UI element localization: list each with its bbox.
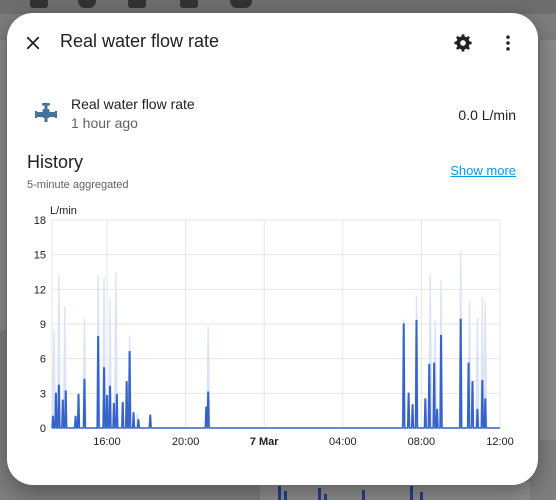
data-point: [52, 415, 54, 418]
data-point: [476, 408, 479, 411]
entity-last-changed: 1 hour ago: [71, 115, 138, 131]
background-card: [540, 40, 556, 480]
data-point: [126, 381, 128, 383]
x-tick-label: 08:00: [408, 436, 436, 448]
y-tick-label: 6: [40, 354, 46, 366]
water-pump-icon: [35, 103, 57, 122]
data-point: [433, 362, 435, 364]
background-icon: [30, 0, 48, 8]
data-point: [83, 378, 86, 381]
data-point: [471, 381, 474, 383]
data-point: [411, 404, 414, 406]
data-point: [122, 401, 124, 404]
mean-series-line: [51, 318, 500, 429]
entity-name: Real water flow rate: [71, 96, 195, 112]
y-tick-label: 3: [40, 388, 46, 400]
data-point: [62, 399, 64, 401]
history-title: History: [27, 152, 84, 172]
data-point: [137, 419, 140, 421]
data-point: [113, 403, 115, 405]
background-icon: [128, 0, 146, 8]
background-chart: [260, 482, 530, 500]
data-point: [103, 367, 105, 369]
more-vertical-icon: [506, 35, 510, 51]
max-band-spike: [483, 300, 488, 428]
settings-button[interactable]: [449, 29, 477, 57]
data-point: [149, 414, 151, 416]
entity-state: 0.0 L/min: [458, 107, 516, 123]
data-point: [408, 392, 410, 394]
close-button[interactable]: [19, 29, 47, 57]
data-point: [55, 392, 57, 394]
data-point: [106, 395, 108, 397]
close-icon: [26, 36, 40, 50]
y-tick-label: 12: [34, 284, 46, 296]
data-point: [415, 319, 418, 322]
more-options-button[interactable]: [494, 29, 522, 57]
data-point: [58, 384, 60, 386]
history-subtitle: 5-minute aggregated: [27, 179, 129, 191]
data-point: [424, 398, 426, 400]
data-point: [484, 398, 486, 400]
data-point: [97, 336, 99, 338]
data-point: [428, 363, 430, 366]
data-point: [460, 318, 462, 320]
y-axis-unit: L/min: [50, 205, 77, 217]
data-point: [74, 415, 77, 418]
dialog-title: Real water flow rate: [60, 31, 220, 51]
data-point: [116, 393, 118, 396]
data-point: [132, 412, 135, 414]
data-point: [207, 391, 209, 393]
show-more-link[interactable]: Show more: [450, 163, 516, 178]
background-icon: [180, 0, 198, 8]
more-info-dialog: Real water flow rate Real water flow rat…: [7, 13, 538, 485]
data-point: [65, 390, 67, 392]
x-tick-label: 20:00: [172, 436, 200, 448]
y-tick-label: 0: [40, 423, 46, 435]
data-point: [440, 334, 442, 337]
data-point: [129, 351, 131, 353]
data-point: [77, 393, 80, 396]
y-tick-label: 15: [34, 250, 46, 262]
background-icon: [230, 0, 252, 8]
x-tick-label: 7 Mar: [250, 436, 279, 448]
x-tick-label: 12:00: [486, 436, 514, 448]
y-tick-label: 9: [40, 319, 46, 331]
data-point: [481, 380, 483, 382]
data-point: [205, 406, 207, 408]
x-tick-label: 04:00: [329, 436, 357, 448]
x-tick-label: 16:00: [93, 436, 121, 448]
data-point: [403, 323, 405, 325]
data-point: [436, 408, 438, 411]
data-point: [109, 385, 111, 387]
history-chart: 0 3 6 9 12 15 18 16:00 20:00 7 Mar 04:00 08:00 12:00: [34, 215, 514, 448]
background-card: [0, 40, 6, 330]
data-point: [467, 362, 470, 364]
gear-icon: [454, 34, 472, 52]
y-tick-label: 18: [34, 215, 46, 227]
max-band-spike: [475, 318, 480, 428]
background-icon: [78, 0, 96, 8]
max-band-spike: [113, 272, 119, 428]
